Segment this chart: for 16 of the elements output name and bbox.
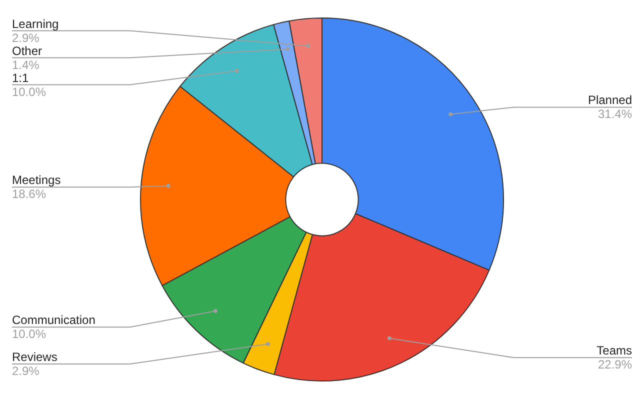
slice-label: Other xyxy=(12,44,42,58)
slice-label: Planned xyxy=(588,93,632,108)
slice-label: Communication xyxy=(12,313,96,328)
data-label: 22.9% xyxy=(598,358,632,372)
data-label: 2.9% xyxy=(12,30,40,45)
slice-label: Reviews xyxy=(12,350,58,364)
data-label: 10.0% xyxy=(12,327,46,342)
data-label: 1.4% xyxy=(12,58,40,72)
data-label: 10.0% xyxy=(12,84,46,99)
slice-label: Learning xyxy=(12,16,59,31)
slice-label: 1:1 xyxy=(12,70,30,85)
slice-label: Teams xyxy=(596,344,632,358)
data-label: 31.4% xyxy=(598,107,632,122)
data-label: 18.6% xyxy=(12,187,46,202)
slice-label: Meetings xyxy=(12,173,61,188)
data-label: 2.9% xyxy=(12,364,40,378)
